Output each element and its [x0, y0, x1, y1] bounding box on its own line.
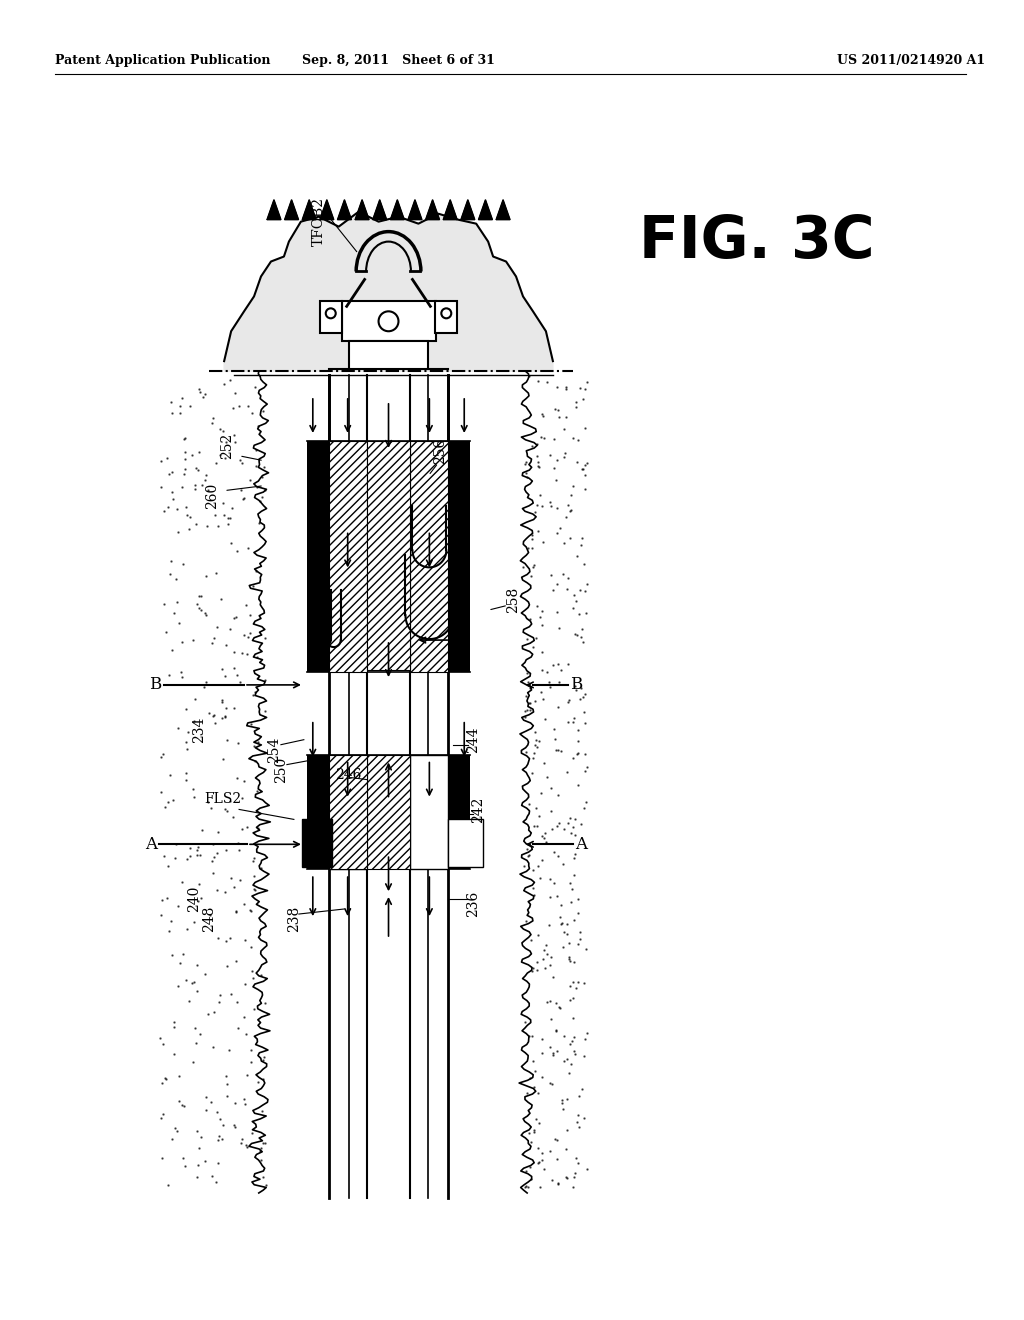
Bar [449, 820, 483, 867]
Bar [411, 441, 449, 520]
Polygon shape [390, 199, 404, 219]
Text: 240: 240 [187, 886, 202, 912]
Text: Patent Application Publication: Patent Application Publication [55, 54, 270, 67]
Bar [329, 755, 367, 869]
Text: B: B [150, 676, 162, 693]
Text: 260: 260 [205, 483, 219, 508]
Bar [302, 820, 332, 867]
Bar [307, 441, 329, 672]
Circle shape [379, 312, 398, 331]
Bar [329, 755, 367, 869]
Polygon shape [478, 199, 493, 219]
Text: 236: 236 [466, 891, 480, 917]
Bar [342, 301, 436, 341]
Text: 254: 254 [267, 737, 281, 763]
Bar [329, 441, 367, 672]
Bar [367, 755, 411, 869]
Text: B: B [569, 676, 582, 693]
Text: 244: 244 [466, 726, 480, 752]
Bar [449, 755, 470, 869]
Circle shape [326, 309, 336, 318]
Polygon shape [373, 199, 387, 219]
Text: A: A [574, 836, 587, 853]
Polygon shape [302, 199, 316, 219]
Text: 258: 258 [506, 587, 520, 614]
Bar [411, 441, 449, 672]
Bar [307, 755, 329, 869]
Bar [302, 820, 332, 867]
Polygon shape [267, 199, 281, 219]
Bar [435, 301, 458, 333]
Bar [411, 755, 449, 869]
Bar [367, 441, 411, 671]
Polygon shape [285, 199, 299, 219]
Text: US 2011/0214920 A1: US 2011/0214920 A1 [837, 54, 985, 67]
Text: A: A [145, 836, 158, 853]
Polygon shape [355, 199, 369, 219]
Bar [449, 441, 470, 672]
Text: FIG. 3C: FIG. 3C [639, 213, 874, 271]
Polygon shape [408, 199, 422, 219]
Text: FLS2: FLS2 [205, 792, 242, 807]
Text: 252: 252 [220, 433, 234, 459]
Polygon shape [496, 199, 510, 219]
Text: 256: 256 [433, 438, 447, 463]
Text: 234: 234 [193, 717, 206, 743]
Polygon shape [461, 199, 475, 219]
Bar [319, 301, 342, 333]
Bar [349, 341, 428, 370]
Polygon shape [443, 199, 457, 219]
Text: Sep. 8, 2011   Sheet 6 of 31: Sep. 8, 2011 Sheet 6 of 31 [302, 54, 495, 67]
Text: 248: 248 [202, 906, 216, 932]
Polygon shape [338, 199, 351, 219]
Circle shape [441, 309, 452, 318]
Text: TFOB2: TFOB2 [311, 197, 326, 246]
Polygon shape [319, 199, 334, 219]
Polygon shape [426, 199, 439, 219]
Polygon shape [224, 211, 553, 371]
Text: 250: 250 [274, 756, 288, 783]
Bar [329, 441, 367, 520]
Text: 242: 242 [471, 796, 485, 822]
Text: 246: 246 [336, 767, 361, 781]
Text: 238: 238 [287, 906, 301, 932]
